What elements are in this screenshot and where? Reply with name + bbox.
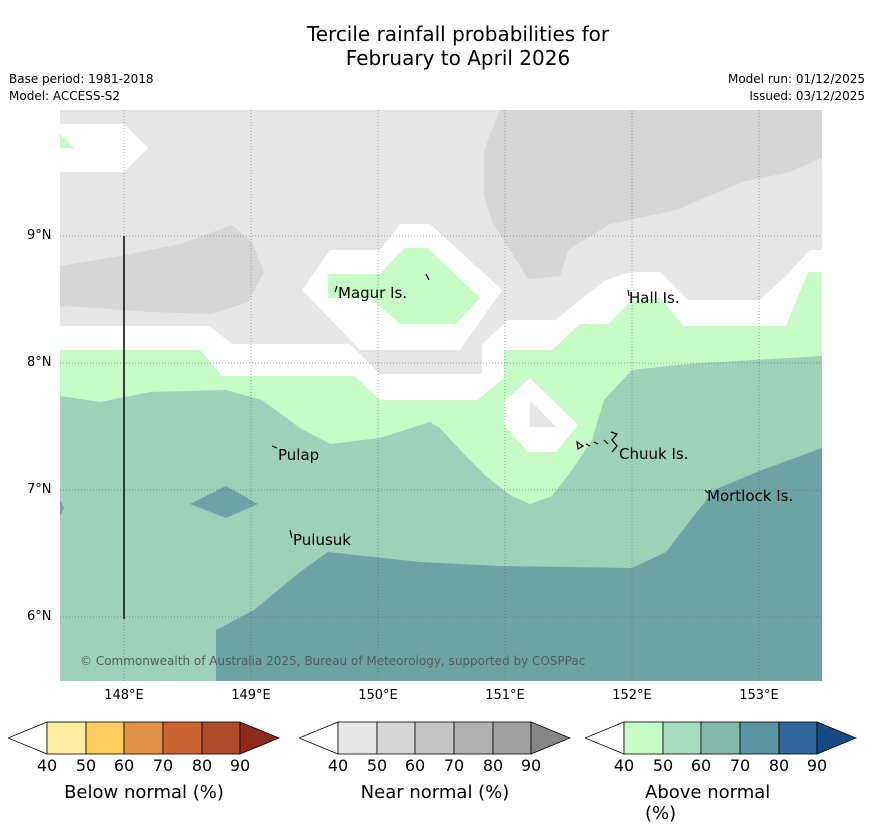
below-tick-60: 60 bbox=[113, 756, 135, 775]
lon-label-153e: 153°E bbox=[739, 688, 779, 703]
lon-label-149e: 149°E bbox=[231, 688, 271, 703]
above-tick-80: 80 bbox=[768, 756, 790, 775]
near-tick-50: 50 bbox=[366, 756, 388, 775]
near-tick-90: 90 bbox=[520, 756, 542, 775]
region-above-60 bbox=[216, 448, 822, 681]
near-cell-40 bbox=[337, 721, 378, 755]
above-tick-60: 60 bbox=[690, 756, 712, 775]
lon-label-148e: 148°E bbox=[104, 688, 144, 703]
base-period: Base period: 1981-2018 bbox=[9, 72, 154, 86]
meta-left: Base period: 1981-2018 Model: ACCESS-S2 bbox=[9, 71, 154, 105]
near-cell-over bbox=[530, 721, 571, 755]
above-cell-70 bbox=[739, 721, 780, 755]
map-title: Tercile rainfall probabilities for Febru… bbox=[0, 22, 873, 70]
model-run: Model run: 01/12/2025 bbox=[727, 72, 865, 86]
above-normal-title: Above normal (%) bbox=[645, 782, 771, 824]
copyright-notice: © Commonwealth of Australia 2025, Bureau… bbox=[80, 654, 586, 668]
above-60-edge bbox=[60, 500, 64, 516]
below-tick-90: 90 bbox=[229, 756, 251, 775]
below-cell-80 bbox=[201, 721, 241, 755]
above-cell-60 bbox=[700, 721, 741, 755]
lon-label-151e: 151°E bbox=[485, 688, 525, 703]
island-hall: Hall Is. bbox=[629, 289, 680, 307]
below-cell-over bbox=[239, 721, 280, 755]
near-cell-70 bbox=[453, 721, 494, 755]
title-line-1: Tercile rainfall probabilities for bbox=[306, 22, 610, 46]
issued-date: Issued: 03/12/2025 bbox=[749, 89, 865, 103]
near-tick-60: 60 bbox=[404, 756, 426, 775]
above-cell-under bbox=[585, 721, 625, 755]
grey-diamond-core bbox=[530, 400, 556, 427]
island-pulap: Pulap bbox=[278, 446, 320, 464]
near-tick-70: 70 bbox=[443, 756, 465, 775]
island-shapes bbox=[271, 273, 709, 539]
below-tick-80: 80 bbox=[191, 756, 213, 775]
above-40-magur bbox=[328, 248, 480, 324]
below-normal-title: Below normal (%) bbox=[64, 782, 224, 803]
below-cell-70 bbox=[162, 721, 203, 755]
colorbar-above bbox=[585, 721, 857, 755]
above-cell-40 bbox=[623, 721, 664, 755]
above-40-topleft bbox=[60, 134, 74, 148]
lon-label-150e: 150°E bbox=[358, 688, 398, 703]
above-tick-50: 50 bbox=[652, 756, 674, 775]
above-60-patch bbox=[190, 486, 258, 518]
above-tick-70: 70 bbox=[729, 756, 751, 775]
below-cell-50 bbox=[85, 721, 125, 755]
near-cell-80 bbox=[492, 721, 532, 755]
rainfall-map bbox=[60, 110, 822, 681]
island-pulusuk: Pulusuk bbox=[293, 531, 351, 549]
region-near-50-w bbox=[60, 225, 264, 314]
island-chuuk: Chuuk Is. bbox=[619, 445, 689, 463]
near-normal-title: Near normal (%) bbox=[360, 782, 510, 803]
near-cell-60 bbox=[414, 721, 455, 755]
near-tick-80: 80 bbox=[482, 756, 504, 775]
below-tick-50: 50 bbox=[75, 756, 97, 775]
above-tick-40: 40 bbox=[613, 756, 635, 775]
lat-label-9n: 9°N bbox=[27, 228, 52, 243]
above-tick-90: 90 bbox=[806, 756, 828, 775]
title-line-2: February to April 2026 bbox=[345, 46, 571, 70]
near-cell-50 bbox=[376, 721, 416, 755]
near-cell-under bbox=[299, 721, 339, 755]
below-tick-70: 70 bbox=[152, 756, 174, 775]
region-near-50-ne bbox=[484, 110, 822, 279]
above-cell-50 bbox=[662, 721, 702, 755]
below-cell-40 bbox=[46, 721, 87, 755]
colorbar-near bbox=[299, 721, 571, 755]
lat-label-8n: 8°N bbox=[27, 355, 52, 370]
near-tick-40: 40 bbox=[327, 756, 349, 775]
model-name: Model: ACCESS-S2 bbox=[9, 89, 121, 103]
island-mortlock: Mortlock Is. bbox=[707, 487, 794, 505]
meta-right: Model run: 01/12/2025 Issued: 03/12/2025 bbox=[728, 71, 865, 105]
lat-label-6n: 6°N bbox=[27, 609, 52, 624]
white-gap-topleft bbox=[60, 124, 148, 172]
island-magur: Magur Is. bbox=[338, 284, 408, 302]
below-cell-60 bbox=[123, 721, 164, 755]
lat-label-7n: 7°N bbox=[27, 482, 52, 497]
lon-label-152e: 152°E bbox=[612, 688, 652, 703]
below-tick-40: 40 bbox=[36, 756, 58, 775]
colorbar-below bbox=[8, 721, 280, 755]
below-cell-under bbox=[8, 721, 48, 755]
lat-gridlines bbox=[60, 235, 822, 618]
above-cell-over bbox=[816, 721, 857, 755]
above-cell-80 bbox=[778, 721, 818, 755]
